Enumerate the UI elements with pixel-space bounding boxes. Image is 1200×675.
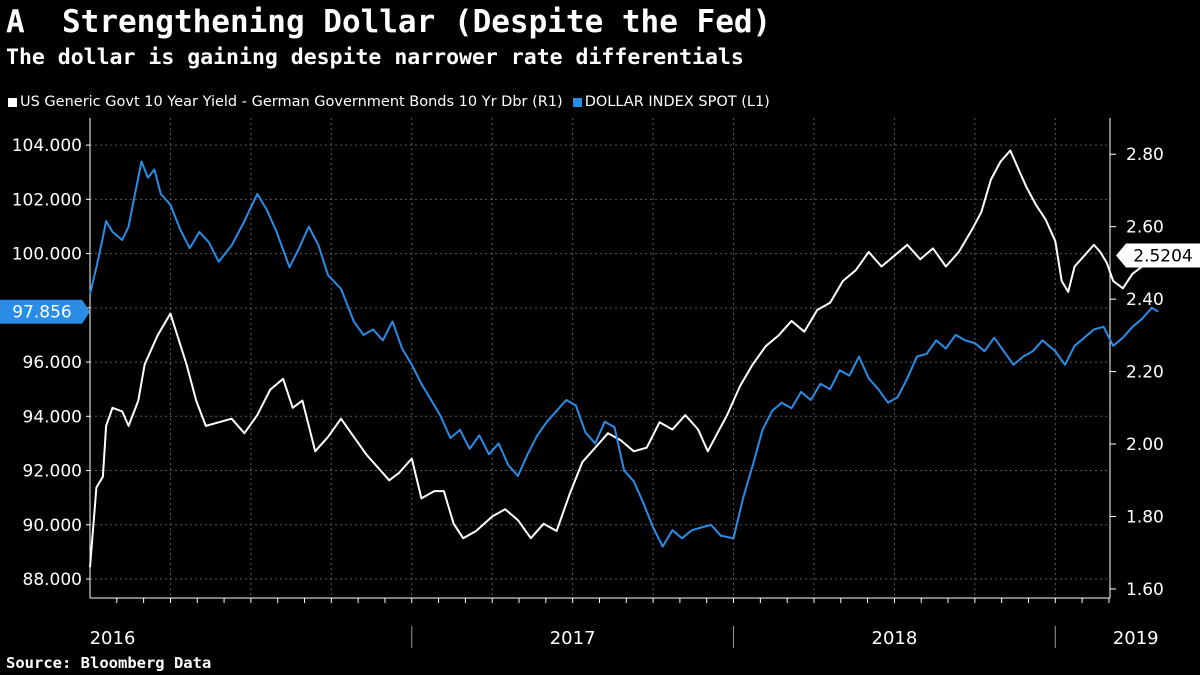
series-line-rate-spread <box>89 149 1159 568</box>
left-tick-label: 100.000 <box>12 245 82 265</box>
chart-title: A Strengthening Dollar (Despite the Fed) <box>6 4 772 40</box>
right-tick-label: 2.20 <box>1126 363 1164 383</box>
left-tick-label: 92.000 <box>23 462 82 482</box>
legend-entry-spread: US Generic Govt 10 Year Yield - German G… <box>8 94 563 110</box>
x-tick-label: 2018 <box>872 628 918 649</box>
last-value-label-spread: 2.5204 <box>1133 247 1192 267</box>
x-tick-label: 2017 <box>550 628 596 649</box>
last-value-badge-spread <box>1116 243 1200 268</box>
right-tick-label: 2.80 <box>1126 145 1164 165</box>
left-tick-label: 102.000 <box>12 190 82 210</box>
legend-swatch-blue-icon <box>572 97 582 107</box>
right-tick-label: 2.00 <box>1126 435 1164 455</box>
left-tick-label: 96.000 <box>23 353 82 373</box>
legend-swatch-white-icon <box>8 97 17 107</box>
right-tick-label: 2.40 <box>1126 290 1164 310</box>
last-value-badge-dollar <box>0 299 90 324</box>
right-tick-label: 1.80 <box>1126 507 1164 527</box>
right-tick-label: 1.60 <box>1126 580 1164 600</box>
x-tick-label: 2019 <box>1113 628 1159 649</box>
source-note: Source: Bloomberg Data <box>6 654 212 672</box>
chart-subtitle: The dollar is gaining despite narrower r… <box>6 45 744 70</box>
legend-label-dollar: DOLLAR INDEX SPOT (L1) <box>584 94 770 110</box>
legend-label-spread: US Generic Govt 10 Year Yield - German G… <box>20 94 563 110</box>
x-tick-label: 2016 <box>90 628 136 649</box>
left-tick-label: 90.000 <box>23 516 82 536</box>
left-tick-label: 94.000 <box>23 407 82 427</box>
series-line-dollar-index <box>89 160 1159 548</box>
right-tick-label: 2.60 <box>1126 218 1164 238</box>
left-tick-label: 104.000 <box>12 136 82 156</box>
legend: US Generic Govt 10 Year Yield - German G… <box>8 92 780 112</box>
legend-entry-dollar: DOLLAR INDEX SPOT (L1) <box>572 94 770 110</box>
last-value-label-dollar: 97.856 <box>12 303 71 323</box>
left-tick-label: 88.000 <box>23 570 82 590</box>
